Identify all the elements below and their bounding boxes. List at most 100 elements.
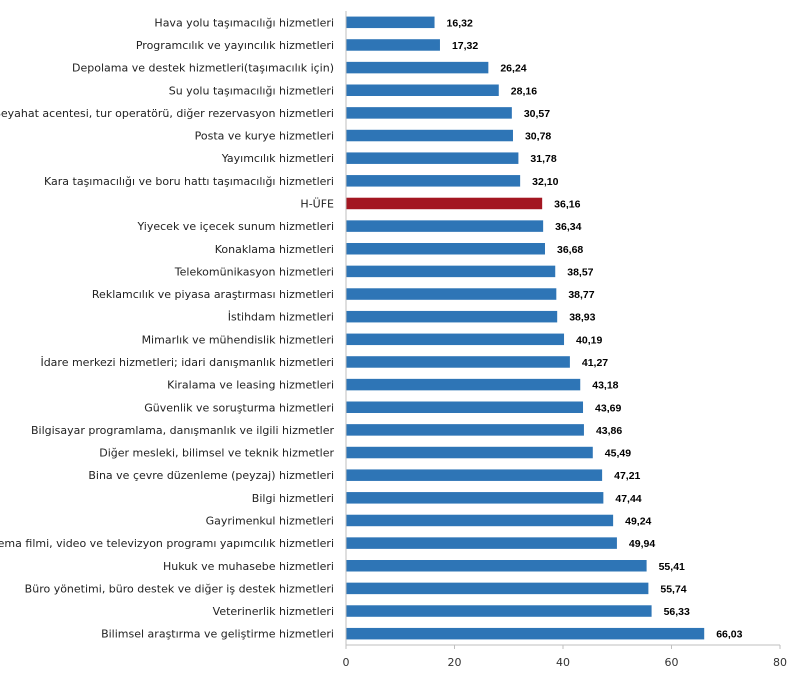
bar-row: Telekomünikasyon hizmetleri 38,57 xyxy=(174,265,594,278)
bar-row: Bilgisayar programlama, danışmanlık ve i… xyxy=(31,424,622,437)
bar-row: Posta ve kurye hizmetleri 30,78 xyxy=(195,130,552,143)
category-label: İstihdam hizmetleri xyxy=(228,311,334,324)
category-label: Diğer mesleki, bilimsel ve teknik hizmet… xyxy=(99,447,334,460)
value-label: 49,24 xyxy=(625,515,651,527)
value-label: 45,49 xyxy=(605,448,631,460)
bar xyxy=(346,288,557,300)
x-tick-label: 80 xyxy=(773,656,787,669)
category-label: Hava yolu taşımacılığı hizmetleri xyxy=(154,16,334,29)
bar-row: İdare merkezi hizmetleri; idari danışman… xyxy=(40,356,608,369)
bar xyxy=(346,401,584,413)
value-label: 32,10 xyxy=(532,176,558,188)
value-label: 30,78 xyxy=(525,131,551,143)
bar-row: Diğer mesleki, bilimsel ve teknik hizmet… xyxy=(99,447,631,460)
category-label: Büro yönetimi, büro destek ve diğer iş d… xyxy=(25,582,334,595)
bar-row: Yayımcılık hizmetleri 31,78 xyxy=(221,152,557,165)
category-label: Programcılık ve yayıncılık hizmetleri xyxy=(136,39,334,52)
category-label: Bilgisayar programlama, danışmanlık ve i… xyxy=(31,424,334,437)
value-label: 38,93 xyxy=(569,312,595,324)
value-label: 36,68 xyxy=(557,244,583,256)
bar xyxy=(346,265,556,278)
bar-row: Reklamcılık ve piyasa araştırması hizmet… xyxy=(92,288,595,301)
bar xyxy=(346,537,617,549)
bar xyxy=(346,514,614,527)
x-tick-label: 0 xyxy=(343,656,350,669)
bar-row: Mimarlık ve mühendislik hizmetleri 40,19 xyxy=(142,333,603,346)
bar-row: H-ÜFE 36,16 xyxy=(300,197,580,210)
bar xyxy=(346,175,521,187)
value-label: 16,32 xyxy=(447,17,473,29)
bar-row: Kara taşımacılığı ve boru hattı taşımacı… xyxy=(44,175,559,188)
value-label: 30,57 xyxy=(524,108,550,120)
bar-row: Güvenlik ve soruşturma hizmetleri 43,69 xyxy=(144,401,621,414)
value-label: 66,03 xyxy=(716,629,742,641)
category-label: Veterinerlik hizmetleri xyxy=(213,605,334,618)
value-label: 55,41 xyxy=(659,561,685,573)
bar xyxy=(346,152,519,164)
x-tick-label: 40 xyxy=(556,656,570,669)
value-label: 40,19 xyxy=(576,334,602,346)
category-label: İdare merkezi hizmetleri; idari danışman… xyxy=(40,356,334,369)
value-label: 43,18 xyxy=(592,380,618,392)
bar xyxy=(346,220,544,232)
value-label: 55,74 xyxy=(660,583,686,595)
value-label: 47,21 xyxy=(614,470,640,482)
value-label: 56,33 xyxy=(664,606,690,618)
bar-row: Seyahat acentesi, tur operatörü, diğer r… xyxy=(0,107,550,120)
bar-row: İstihdam hizmetleri 38,93 xyxy=(228,311,596,324)
value-label: 43,86 xyxy=(596,425,622,437)
value-label: 41,27 xyxy=(582,357,608,369)
bar-row: Veterinerlik hizmetleri 56,33 xyxy=(213,605,690,618)
value-label: 38,57 xyxy=(567,266,593,278)
bar xyxy=(346,605,652,617)
bar xyxy=(346,129,513,142)
bar-highlight xyxy=(346,197,543,210)
category-label: Sinema filmi, video ve televizyon progra… xyxy=(0,537,334,550)
category-label: Bilimsel araştırma ve geliştirme hizmetl… xyxy=(101,628,334,641)
category-label: Konaklama hizmetleri xyxy=(215,243,334,256)
category-label: Posta ve kurye hizmetleri xyxy=(195,130,334,143)
bar xyxy=(346,560,647,572)
category-label: Yayımcılık hizmetleri xyxy=(221,152,334,165)
category-label: Seyahat acentesi, tur operatörü, diğer r… xyxy=(0,107,334,120)
category-label: Telekomünikasyon hizmetleri xyxy=(174,265,334,278)
value-label: 26,24 xyxy=(500,63,526,75)
category-label: Güvenlik ve soruşturma hizmetleri xyxy=(144,401,334,414)
bar xyxy=(346,39,440,51)
category-label: H-ÜFE xyxy=(300,197,334,210)
bar xyxy=(346,446,593,459)
bar xyxy=(346,492,604,504)
value-label: 36,34 xyxy=(555,221,581,233)
bar-row: Bilimsel araştırma ve geliştirme hizmetl… xyxy=(101,628,743,641)
bar-row: Gayrimenkul hizmetleri 49,24 xyxy=(206,514,652,527)
category-label: Kara taşımacılığı ve boru hattı taşımacı… xyxy=(44,175,334,188)
bar xyxy=(346,469,603,481)
bar xyxy=(346,378,581,391)
bar xyxy=(346,582,649,595)
bar-row: Kiralama ve leasing hizmetleri 43,18 xyxy=(167,379,619,392)
bar xyxy=(346,310,558,323)
value-label: 36,16 xyxy=(554,198,580,210)
category-label: Gayrimenkul hizmetleri xyxy=(206,514,334,527)
bar xyxy=(346,107,512,119)
bar xyxy=(346,84,499,96)
bar xyxy=(346,424,584,436)
x-tick-label: 60 xyxy=(665,656,679,669)
bar-row: Bina ve çevre düzenleme (peyzaj) hizmetl… xyxy=(88,469,640,482)
bar-row: Bilgi hizmetleri 47,44 xyxy=(252,492,642,505)
bar-row: Hukuk ve muhasebe hizmetleri 55,41 xyxy=(163,560,685,573)
value-label: 43,69 xyxy=(595,402,621,414)
x-axis-ticks: 0 20 40 60 80 xyxy=(343,645,787,669)
category-label: Hukuk ve muhasebe hizmetleri xyxy=(163,560,334,573)
bar-row: Konaklama hizmetleri 36,68 xyxy=(215,243,584,256)
category-label: Mimarlık ve mühendislik hizmetleri xyxy=(142,333,334,346)
plot-area: Hava yolu taşımacılığı hizmetleri 16,32 Pr… xyxy=(0,16,743,640)
bar xyxy=(346,356,570,368)
bar-row: Depolama ve destek hizmetleri(taşımacılı… xyxy=(72,62,527,75)
bar-row: Büro yönetimi, büro destek ve diğer iş d… xyxy=(25,582,687,595)
category-label: Kiralama ve leasing hizmetleri xyxy=(167,379,334,392)
value-label: 47,44 xyxy=(615,493,641,505)
bar-row: Sinema filmi, video ve televizyon progra… xyxy=(0,537,655,550)
value-label: 17,32 xyxy=(452,40,478,52)
